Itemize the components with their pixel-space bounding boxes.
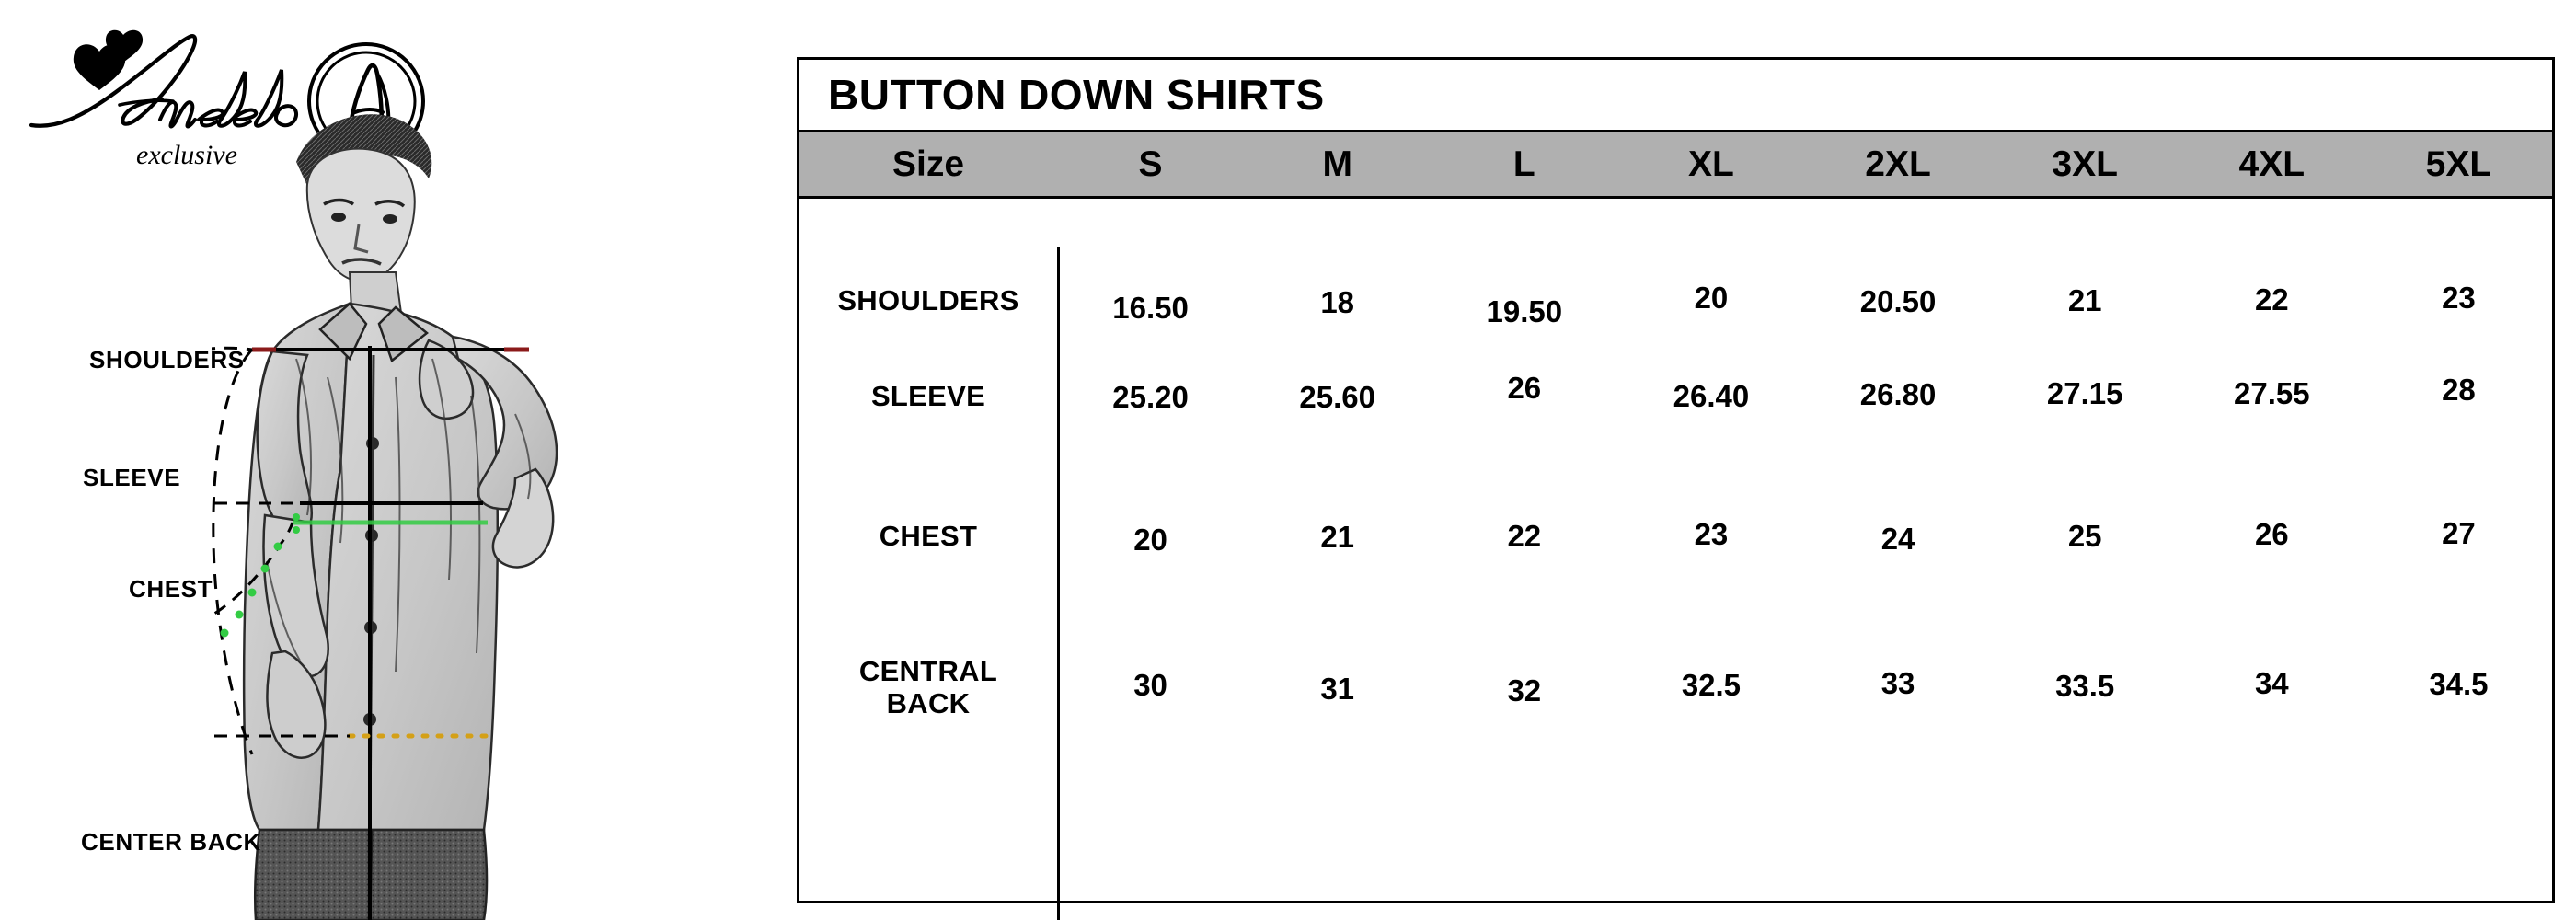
header-size-label: Size [891,144,965,184]
row-label-central-back-line1: CENTRAL [858,655,998,688]
model-illustration [212,83,782,920]
cell-central-back-3xl: 33.5 [2055,668,2115,703]
cell-chest-xl: 23 [1694,516,1729,551]
silhouette-outline [212,348,254,755]
cell-central-back-m: 31 [1320,671,1355,706]
label-column-divider [1057,247,1060,920]
brand-tagline: exclusive [136,140,237,170]
forearm-left [262,513,329,678]
amedeo-script [29,34,299,129]
table-row: CHEST 20 21 22 23 24 25 26 27 [799,482,2552,591]
cell-shoulders-2xl: 20.50 [1859,283,1937,318]
brand-logo: exclusive [28,17,442,187]
row-label-sleeve: SLEEVE [870,379,986,412]
cell-sleeve-3xl: 27.15 [2046,375,2123,410]
label-center-back: CENTER BACK [81,828,261,856]
header-size-2xl: 2XL [1865,144,1931,184]
cell-shoulders-3xl: 21 [2067,282,2102,317]
cell-central-back-5xl: 34.5 [2429,666,2489,701]
cell-central-back-4xl: 34 [2254,665,2289,700]
header-size-3xl: 3XL [2052,144,2118,184]
cell-sleeve-2xl: 26.80 [1859,376,1937,411]
cell-chest-s: 20 [1133,522,1167,557]
row-label-central-back: CENTRAL BACK [799,655,1057,719]
table-row: SLEEVE 25.20 25.60 26 26.40 26.80 27.15 … [799,355,2552,438]
cell-shoulders-m: 18 [1320,284,1355,319]
collar-left [318,302,368,362]
cell-sleeve-l: 26 [1507,370,1542,405]
cell-sleeve-4xl: 27.55 [2234,375,2310,410]
cell-shoulders-4xl: 22 [2254,282,2289,316]
table-row: CENTRAL BACK 30 31 32 32.5 33 33.5 34 34… [799,627,2552,749]
size-chart-table: BUTTON DOWN SHIRTS Size S M L XL 2XL 3XL… [797,57,2555,920]
chest-leader [212,522,294,617]
heart-icon [73,29,144,90]
cell-chest-l: 22 [1507,518,1542,553]
illustration-panel: exclusive [0,0,800,920]
header-size-5xl: 5XL [2425,144,2492,184]
cell-chest-3xl: 25 [2067,518,2102,553]
cell-shoulders-s: 16.50 [1112,290,1189,325]
sleeve-right [451,335,558,511]
row-label-shoulders: SHOULDERS [837,283,1019,316]
hand-left [266,650,327,759]
cell-chest-2xl: 24 [1880,521,1915,556]
cell-chest-4xl: 26 [2254,516,2289,551]
cell-shoulders-l: 19.50 [1486,293,1563,328]
face [305,147,416,282]
cell-chest-m: 21 [1320,519,1355,554]
cell-sleeve-m: 25.60 [1299,379,1375,414]
row-label-central-back-line2: BACK [886,687,971,719]
cell-central-back-s: 30 [1133,667,1167,702]
chart-title-row: BUTTON DOWN SHIRTS [799,60,2552,132]
header-size-s: S [1138,144,1163,184]
cell-central-back-xl: 32.5 [1681,667,1742,702]
cell-central-back-2xl: 33 [1880,665,1915,700]
label-shoulders: SHOULDERS [89,346,245,374]
row-label-chest: CHEST [879,519,978,552]
header-size-4xl: 4XL [2238,144,2306,184]
cell-shoulders-xl: 20 [1694,280,1729,315]
forearm-right [491,467,555,569]
label-chest: CHEST [129,575,213,603]
cell-shoulders-5xl: 23 [2442,280,2476,315]
header-size-xl: XL [1688,144,1734,184]
table-body: SHOULDERS 16.50 18 19.50 20 20.50 21 22 … [799,247,2552,920]
cell-sleeve-s: 25.20 [1112,379,1189,414]
label-sleeve: SLEEVE [83,464,181,491]
collar-right [377,305,429,363]
header-size-m: M [1322,144,1352,184]
cell-sleeve-5xl: 28 [2442,372,2476,407]
chest-dotted-markers [220,542,282,638]
chart-title: BUTTON DOWN SHIRTS [828,71,1325,119]
cell-central-back-l: 32 [1507,673,1542,707]
table-header-row: Size S M L XL 2XL 3XL 4XL 5XL [799,132,2552,199]
table-row: SHOULDERS 16.50 18 19.50 20 20.50 21 22 … [799,247,2552,355]
header-size-l: L [1512,144,1535,184]
cell-sleeve-xl: 26.40 [1673,378,1750,413]
cell-chest-5xl: 27 [2442,515,2476,550]
